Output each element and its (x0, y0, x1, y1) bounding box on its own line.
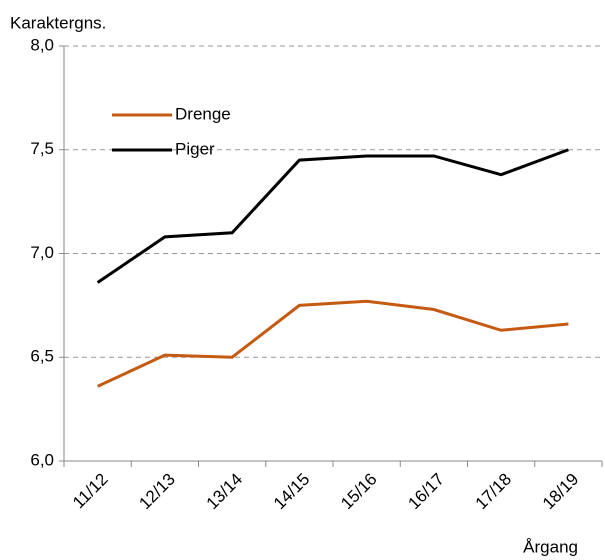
y-tick-label: 6,0 (30, 450, 54, 469)
x-tick-label: 11/12 (69, 470, 112, 513)
line-series (96, 148, 569, 284)
y-tick-label: 8,0 (30, 35, 54, 54)
legend-label: Piger (175, 139, 215, 158)
line-series (96, 299, 569, 388)
y-axis-label: Karaktergns. (10, 13, 106, 32)
y-tick-label: 7,5 (30, 139, 54, 158)
y-tick-label: 7,0 (30, 243, 54, 262)
legend-label: Drenge (175, 104, 231, 123)
x-axis-label: Årgang (523, 537, 578, 556)
x-tick-label: 12/13 (135, 470, 179, 514)
x-tick-label: 16/17 (404, 470, 448, 514)
x-tick-label: 17/18 (472, 470, 516, 514)
x-tick-label: 18/19 (539, 470, 583, 514)
y-tick-label: 6,5 (30, 347, 54, 366)
x-tick-label: 15/16 (337, 470, 381, 514)
x-tick-label: 14/15 (270, 470, 314, 514)
x-tick-label: 13/14 (203, 470, 247, 514)
